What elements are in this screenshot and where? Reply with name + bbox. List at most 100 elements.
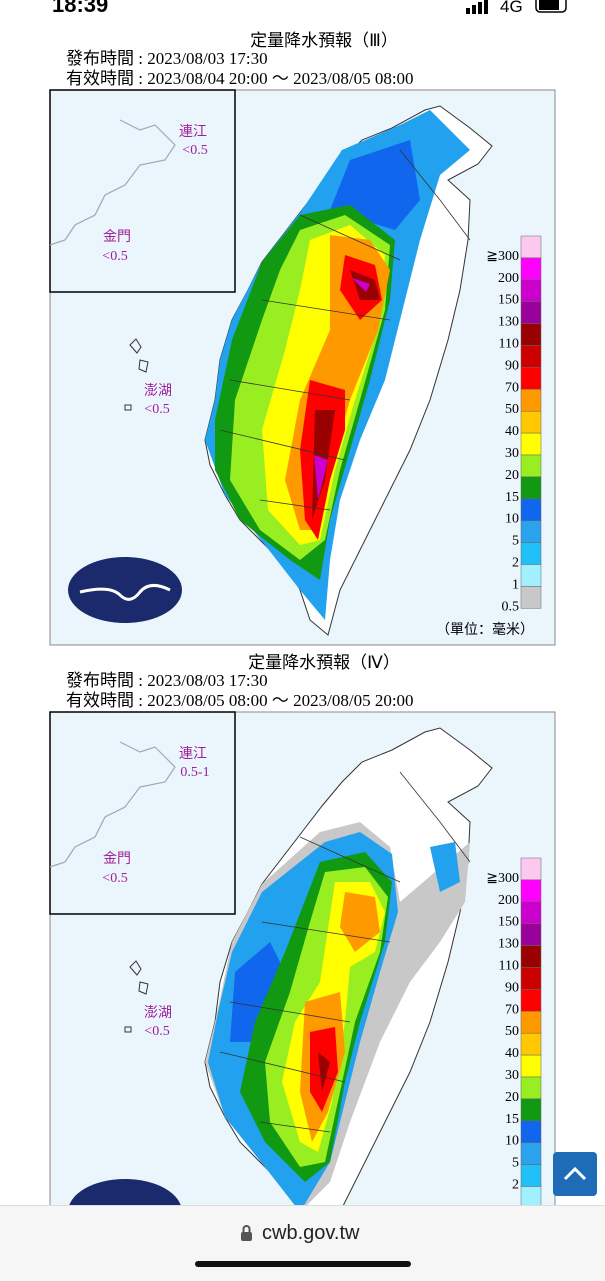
legend-label: 1: [512, 577, 519, 592]
legend-label: 30: [505, 446, 519, 461]
legend-swatch: [520, 279, 542, 302]
island-name: 金門: [103, 229, 131, 245]
legend-swatch: [520, 989, 542, 1012]
legend-swatch: [520, 967, 542, 990]
taiwan-map: 連江 0.5-1 金門 <0.5 澎湖 <0.5 ≧300 200 150 130 110 90 70 5…: [49, 711, 542, 1205]
legend-label: 10: [505, 1134, 519, 1149]
island-name: 澎湖: [144, 383, 172, 399]
island-name: 連江: [179, 746, 207, 762]
legend-swatch: [520, 476, 542, 500]
legend-label: 70: [505, 1002, 519, 1017]
legend-label: 200: [498, 271, 519, 286]
island-name: 連江: [179, 124, 207, 140]
legend-label: 5: [512, 1156, 519, 1171]
legend-label: ≧300: [486, 871, 519, 886]
legend-label: 130: [498, 315, 519, 330]
legend-swatch: [520, 901, 542, 924]
status-icons: 4G: [466, 0, 567, 16]
inset-frame: [49, 89, 236, 293]
island-name: 澎湖: [144, 1005, 172, 1021]
legend-label: 2: [512, 1178, 519, 1193]
network: 4G: [500, 0, 523, 16]
legend-label: 30: [505, 1068, 519, 1083]
legend-label: 70: [505, 380, 519, 395]
legend-swatch: [520, 1142, 542, 1165]
logo: [68, 557, 182, 623]
legend-swatch: [520, 1011, 542, 1034]
status-time: 18:39: [52, 0, 109, 17]
legend-swatch: [520, 1054, 542, 1078]
rain-area: [230, 942, 290, 1042]
legend-label: 15: [505, 1112, 519, 1127]
legend-label: 50: [505, 402, 519, 417]
legend-swatch: [520, 857, 542, 881]
legend-swatch: [520, 410, 542, 434]
legend-label: 50: [505, 1024, 519, 1039]
legend-swatch: [520, 542, 542, 565]
legend-swatch: [520, 1076, 542, 1100]
penghu: [124, 338, 149, 411]
legend-label: 130: [498, 937, 519, 952]
issued-time: 發布時間 : 2023/08/03 17:30: [66, 671, 268, 690]
url[interactable]: cwb.gov.tw: [262, 1222, 360, 1244]
island-value: <0.5: [144, 402, 169, 417]
island-value: 0.5-1: [180, 765, 209, 780]
legend-label: 40: [505, 424, 519, 439]
legend-label: 5: [512, 534, 519, 549]
legend-label: 20: [505, 1090, 519, 1105]
legend-label: 90: [505, 980, 519, 995]
legend-label: 110: [499, 959, 519, 974]
lock-icon: [241, 1225, 252, 1241]
panel-title: 定量降水預報（Ⅳ）: [248, 653, 400, 672]
legend-swatch: [520, 323, 542, 346]
legend-swatch: [520, 879, 542, 903]
island-value: <0.5: [102, 249, 127, 264]
legend-label: 150: [498, 293, 519, 308]
legend-swatch: [520, 586, 542, 609]
rain-area: [314, 278, 370, 500]
legend-swatch: [520, 945, 542, 968]
valid-time: 有效時間 : 2023/08/04 20:00 ～ 2023/08/05 08:…: [66, 69, 414, 88]
legend-swatch: [520, 564, 542, 587]
legend-swatch: [520, 257, 542, 281]
valid-time: 有效時間 : 2023/08/05 08:00 ～ 2023/08/05 20:…: [66, 691, 414, 710]
island-value: <0.5: [144, 1024, 169, 1039]
legend-swatch: [520, 389, 542, 412]
legend-label: 90: [505, 358, 519, 373]
logo: [69, 1179, 181, 1205]
legend-label: 150: [498, 915, 519, 930]
rain-area: [318, 1052, 330, 1092]
taiwan-map: 連江<0.5金門<0.5澎湖<0.5≧300200150130110907050…: [49, 89, 542, 638]
legend-swatch: [520, 367, 542, 390]
inset-frame: [49, 711, 236, 915]
legend-label: 20: [505, 468, 519, 483]
scroll-top-button[interactable]: [553, 1152, 597, 1196]
legend-swatch: [520, 520, 542, 543]
legend-label: 40: [505, 1046, 519, 1061]
legend-label: 2: [512, 556, 519, 571]
legend-swatch: [520, 923, 542, 946]
arrow-up: [563, 1166, 587, 1181]
legend-swatch: [520, 432, 542, 456]
legend-label: 15: [505, 490, 519, 505]
legend-label: ≧300: [486, 249, 519, 264]
legend-swatch: [520, 1164, 542, 1187]
address-bar: cwb.gov.tw: [0, 1205, 605, 1281]
legend-swatch: [520, 235, 542, 259]
legend-label: 110: [499, 337, 519, 352]
unit: （單位：毫米）: [436, 621, 534, 638]
county-lines: [219, 771, 471, 1133]
legend-swatch: [520, 454, 542, 478]
mainland-coast: [49, 741, 176, 868]
legend-swatch: [520, 1098, 542, 1122]
county-lines: [219, 149, 471, 511]
legend-swatch: [520, 301, 542, 324]
mainland-coast: [49, 119, 176, 246]
legend-swatch: [520, 1032, 542, 1056]
logo-swirl: [79, 584, 171, 601]
